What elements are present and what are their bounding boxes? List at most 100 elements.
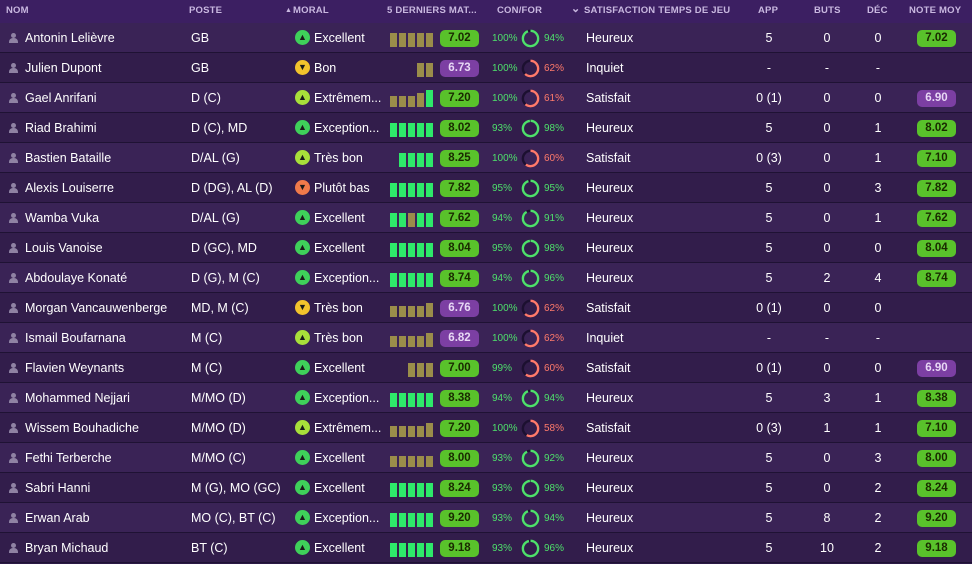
table-row[interactable]: Mohammed Nejjari M/MO (D) ▲ Exception... 8.3… <box>0 383 972 413</box>
table-row[interactable]: Gael Anrifani D (C) ▲ Extrêmem... 7.20 100% 61… <box>0 83 972 113</box>
player-name[interactable]: Antonin Lelièvre <box>25 31 115 45</box>
recent-rating-badge: 7.62 <box>440 210 479 227</box>
col-header-con-for[interactable]: CON/FOR <box>497 5 543 16</box>
condition-percent: 94% <box>492 273 513 284</box>
table-row[interactable]: Sabri Hanni M (G), MO (GC) ▲ Excellent 8.24 9… <box>0 473 972 503</box>
morale-label: Exception... <box>314 511 380 525</box>
appearances: 5 <box>765 211 773 225</box>
table-row[interactable]: Wissem Bouhadiche M/MO (D) ▲ Extrêmem... 7.2… <box>0 413 972 443</box>
player-icon <box>8 363 18 373</box>
table-row[interactable]: Flavien Weynants M (C) ▲ Excellent 7.00 99% 60… <box>0 353 972 383</box>
player-icon <box>8 423 18 433</box>
player-name[interactable]: Ismail Boufarnana <box>25 331 126 345</box>
player-icon-head <box>10 333 16 338</box>
fitness-percent: 98% <box>544 123 565 134</box>
fitness-ring-fill <box>521 269 540 288</box>
morale-label: Exception... <box>314 391 380 405</box>
table-row[interactable]: Bastien Bataille D/AL (G) ▲ Très bon 8.25 100… <box>0 143 972 173</box>
form-bar <box>390 273 397 287</box>
player-position: M/MO (D) <box>191 391 246 405</box>
form-bar <box>408 513 415 527</box>
player-name[interactable]: Julien Dupont <box>25 61 102 75</box>
recent-rating-badge: 8.25 <box>440 150 479 167</box>
player-name[interactable]: Flavien Weynants <box>25 361 125 375</box>
player-icon-head <box>10 123 16 128</box>
player-name[interactable]: Morgan Vancauwenberge <box>25 301 168 315</box>
col-header-buts[interactable]: BUTS <box>814 5 841 16</box>
morale-icon: ▲ <box>295 510 310 525</box>
table-row[interactable]: Morgan Vancauwenberge MD, M (C) ▼ Très bon 6… <box>0 293 972 323</box>
decisive-passes: 1 <box>874 151 882 165</box>
col-header-derniers-matchs[interactable]: 5 DERNIERS MAT... <box>387 5 477 16</box>
form-bar <box>408 483 415 497</box>
player-name[interactable]: Wissem Bouhadiche <box>25 421 139 435</box>
condition-percent: 100% <box>492 93 518 104</box>
player-name[interactable]: Gael Anrifani <box>25 91 97 105</box>
col-header-satisfaction[interactable]: SATISFACTION TEMPS DE JEU <box>584 5 731 16</box>
col-header-dec[interactable]: DÉC <box>867 5 888 16</box>
fitness-percent: 92% <box>544 453 565 464</box>
player-name[interactable]: Erwan Arab <box>25 511 90 525</box>
table-row[interactable]: Bryan Michaud BT (C) ▲ Excellent 9.18 93% 96% H… <box>0 533 972 563</box>
player-name[interactable]: Mohammed Nejjari <box>25 391 130 405</box>
table-row[interactable]: Wamba Vuka D/AL (G) ▲ Excellent 7.62 94% 91% He… <box>0 203 972 233</box>
recent-form-bars <box>390 301 438 317</box>
table-row[interactable]: Ismail Boufarnana M (C) ▲ Très bon 6.82 100% 6… <box>0 323 972 353</box>
form-bar <box>426 363 433 377</box>
player-icon-head <box>10 483 16 488</box>
col-header-app[interactable]: APP <box>758 5 779 16</box>
col-header-poste[interactable]: POSTE <box>189 5 223 16</box>
morale-arrow-glyph: ▲ <box>298 542 307 552</box>
col-header-moral[interactable]: MORAL <box>293 5 329 16</box>
morale-icon: ▲ <box>295 450 310 465</box>
table-row[interactable]: Julien Dupont GB ▼ Bon 6.73 100% 62% Inquiet - - - <box>0 53 972 83</box>
goals: 0 <box>823 241 831 255</box>
morale-icon: ▲ <box>295 330 310 345</box>
col-header-nom[interactable]: NOM <box>6 5 29 16</box>
fitness-ring-fill <box>521 539 540 558</box>
table-row[interactable]: Alexis Louiserre D (DG), AL (D) ▼ Plutôt ba… <box>0 173 972 203</box>
average-rating-badge: 8.24 <box>917 480 956 497</box>
player-icon <box>8 153 18 163</box>
morale-arrow-glyph: ▲ <box>298 122 307 132</box>
player-name[interactable]: Bryan Michaud <box>25 541 109 555</box>
player-name[interactable]: Alexis Louiserre <box>25 181 114 195</box>
table-row[interactable]: Erwan Arab MO (C), BT (C) ▲ Exception... 9.2… <box>0 503 972 533</box>
form-bar <box>417 513 424 527</box>
player-name[interactable]: Riad Brahimi <box>25 121 97 135</box>
col-header-note-moy[interactable]: NOTE MOY <box>909 5 962 16</box>
form-bar <box>417 243 424 257</box>
morale-icon: ▼ <box>295 300 310 315</box>
player-name[interactable]: Abdoulaye Konaté <box>25 271 128 285</box>
player-name[interactable]: Bastien Bataille <box>25 151 112 165</box>
player-name[interactable]: Sabri Hanni <box>25 481 91 495</box>
fitness-ring-fill <box>521 329 540 348</box>
fitness-percent: 98% <box>544 483 565 494</box>
table-row[interactable]: Louis Vanoise D (GC), MD ▲ Excellent 8.04 95%… <box>0 233 972 263</box>
table-row[interactable]: Fethi Terberche M/MO (C) ▲ Excellent 8.00 93%… <box>0 443 972 473</box>
player-icon-body <box>8 398 18 403</box>
form-bar <box>408 213 415 227</box>
player-name[interactable]: Louis Vanoise <box>25 241 103 255</box>
form-bar <box>399 273 406 287</box>
morale-label: Bon <box>314 61 337 75</box>
morale-icon: ▲ <box>295 90 310 105</box>
player-icon-head <box>10 153 16 158</box>
player-icon-head <box>10 213 16 218</box>
goals: 3 <box>823 391 831 405</box>
player-name[interactable]: Fethi Terberche <box>25 451 112 465</box>
fitness-percent: 58% <box>544 423 565 434</box>
form-bar <box>426 303 433 317</box>
form-bar <box>390 456 397 467</box>
fitness-ring-icon <box>521 179 540 198</box>
table-row[interactable]: Abdoulaye Konaté D (G), M (C) ▲ Exception..… <box>0 263 972 293</box>
player-icon-body <box>8 548 18 553</box>
table-row[interactable]: Antonin Lelièvre GB ▲ Excellent 7.02 100% 94% H… <box>0 23 972 53</box>
table-row[interactable]: Riad Brahimi D (C), MD ▲ Exception... 8.02 93… <box>0 113 972 143</box>
form-bar <box>426 393 433 407</box>
player-icon-head <box>10 393 16 398</box>
decisive-passes: - <box>875 331 881 345</box>
morale-icon: ▲ <box>295 270 310 285</box>
playing-time-satisfaction: Heureux <box>586 511 634 525</box>
player-name[interactable]: Wamba Vuka <box>25 211 100 225</box>
